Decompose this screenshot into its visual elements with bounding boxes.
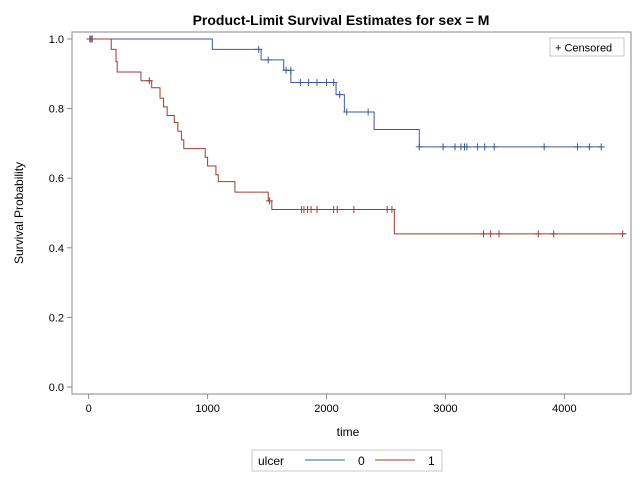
censor-mark	[296, 78, 304, 86]
censored-legend: + Censored	[549, 37, 625, 57]
y-tick-label: 0.8	[49, 104, 64, 116]
censor-mark	[145, 77, 153, 85]
x-tick-label: 4000	[552, 403, 576, 415]
censor-mark	[585, 143, 593, 151]
series-group	[86, 35, 627, 238]
censor-mark	[323, 78, 331, 86]
censor-mark	[490, 143, 498, 151]
censor-mark	[307, 206, 315, 214]
y-axis: 0.0 0.2 0.4 0.6 0.8 1.0	[49, 34, 72, 394]
censored-legend-box	[549, 37, 625, 57]
censor-mark	[313, 78, 321, 86]
censor-mark	[439, 143, 447, 151]
censor-mark	[313, 206, 321, 214]
censor-mark	[364, 108, 372, 116]
series-legend: ulcer 0 1	[251, 449, 443, 472]
censor-mark	[287, 66, 295, 74]
y-tick-label: 0.6	[49, 173, 64, 185]
censor-mark	[534, 230, 542, 238]
censor-mark	[480, 230, 488, 238]
censor-mark	[388, 206, 396, 214]
x-axis: 0 1000 2000 3000 4000	[86, 394, 577, 415]
censor-mark	[451, 143, 459, 151]
y-tick-label: 1.0	[49, 34, 64, 46]
chart-title: Product-Limit Survival Estimates for sex…	[193, 12, 490, 28]
legend-box	[251, 449, 443, 472]
censor-mark	[255, 45, 263, 53]
legend-title: ulcer	[258, 454, 284, 468]
censor-mark	[474, 143, 482, 151]
y-tick-label: 0.4	[49, 243, 64, 255]
y-axis-label: Survival Probability	[12, 162, 26, 264]
censor-mark	[495, 230, 503, 238]
legend-label-series-1: 1	[428, 454, 435, 468]
survival-curve-series-1	[88, 38, 627, 235]
x-tick-label: 3000	[433, 403, 457, 415]
censor-mark	[305, 78, 313, 86]
censor-mark	[573, 143, 581, 151]
censor-mark	[330, 78, 338, 86]
censor-mark	[463, 143, 471, 151]
censor-mark	[415, 143, 423, 151]
censor-mark	[333, 206, 341, 214]
x-tick-label: 0	[86, 403, 92, 415]
x-tick-label: 1000	[195, 403, 219, 415]
censor-mark	[264, 56, 272, 64]
censor-mark	[87, 35, 95, 43]
censor-mark	[350, 206, 358, 214]
censored-legend-label: + Censored	[555, 43, 612, 55]
x-axis-label: time	[337, 425, 360, 439]
censor-mark	[540, 143, 548, 151]
censor-mark	[619, 230, 627, 238]
censor-mark	[265, 197, 273, 205]
censor-mark	[336, 91, 344, 99]
legend-label-series-0: 0	[358, 454, 365, 468]
plot-frame	[71, 31, 632, 395]
censor-mark	[343, 108, 351, 116]
x-tick-label: 2000	[314, 403, 338, 415]
censor-mark	[597, 143, 605, 151]
censor-mark	[550, 230, 558, 238]
censor-mark	[481, 143, 489, 151]
y-tick-label: 0.2	[49, 312, 64, 324]
censor-mark	[487, 230, 495, 238]
survival-curve-series-0	[88, 38, 603, 148]
y-tick-label: 0.0	[49, 382, 64, 394]
